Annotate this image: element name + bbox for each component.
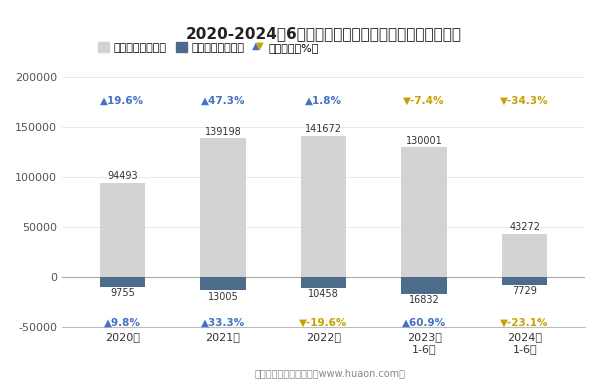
Text: ▲47.3%: ▲47.3%: [200, 95, 245, 105]
Text: ▲1.8%: ▲1.8%: [305, 95, 342, 105]
Bar: [200, 138, 245, 277]
Text: 141672: 141672: [305, 124, 342, 134]
Text: 13005: 13005: [208, 292, 238, 302]
Bar: [502, 277, 547, 285]
Text: 9755: 9755: [110, 288, 135, 298]
Text: 7729: 7729: [512, 287, 537, 296]
Text: 16832: 16832: [409, 296, 439, 306]
Bar: [301, 136, 346, 277]
Text: ▼-19.6%: ▼-19.6%: [299, 318, 347, 328]
Bar: [200, 277, 245, 290]
Bar: [100, 183, 145, 277]
Legend: 出口额（万美元）, 进口额（万美元）, 同比增长（%）: 出口额（万美元）, 进口额（万美元）, 同比增长（%）: [94, 38, 323, 57]
Bar: [502, 234, 547, 277]
Bar: [401, 277, 447, 294]
Text: ▼-34.3%: ▼-34.3%: [500, 95, 549, 105]
Text: 139198: 139198: [205, 127, 241, 136]
Text: 94493: 94493: [107, 171, 137, 181]
Text: ▲33.3%: ▲33.3%: [201, 318, 245, 328]
Text: ▲60.9%: ▲60.9%: [402, 318, 446, 328]
Title: 2020-2024年6月六安市商品收发货人所在地进、出口额: 2020-2024年6月六安市商品收发货人所在地进、出口额: [185, 26, 461, 41]
Text: ▲19.6%: ▲19.6%: [100, 95, 145, 105]
Bar: [401, 147, 447, 277]
Text: ▼-23.1%: ▼-23.1%: [500, 318, 549, 328]
Text: ▲9.8%: ▲9.8%: [104, 318, 141, 328]
Bar: [301, 277, 346, 288]
Bar: [100, 277, 145, 287]
Text: 10458: 10458: [308, 289, 339, 299]
Text: 130001: 130001: [406, 136, 442, 146]
Text: 43272: 43272: [509, 222, 540, 233]
Text: ▼-7.4%: ▼-7.4%: [403, 95, 445, 105]
Text: 制图：华经产业研究院（www.huaon.com）: 制图：华经产业研究院（www.huaon.com）: [254, 368, 406, 378]
